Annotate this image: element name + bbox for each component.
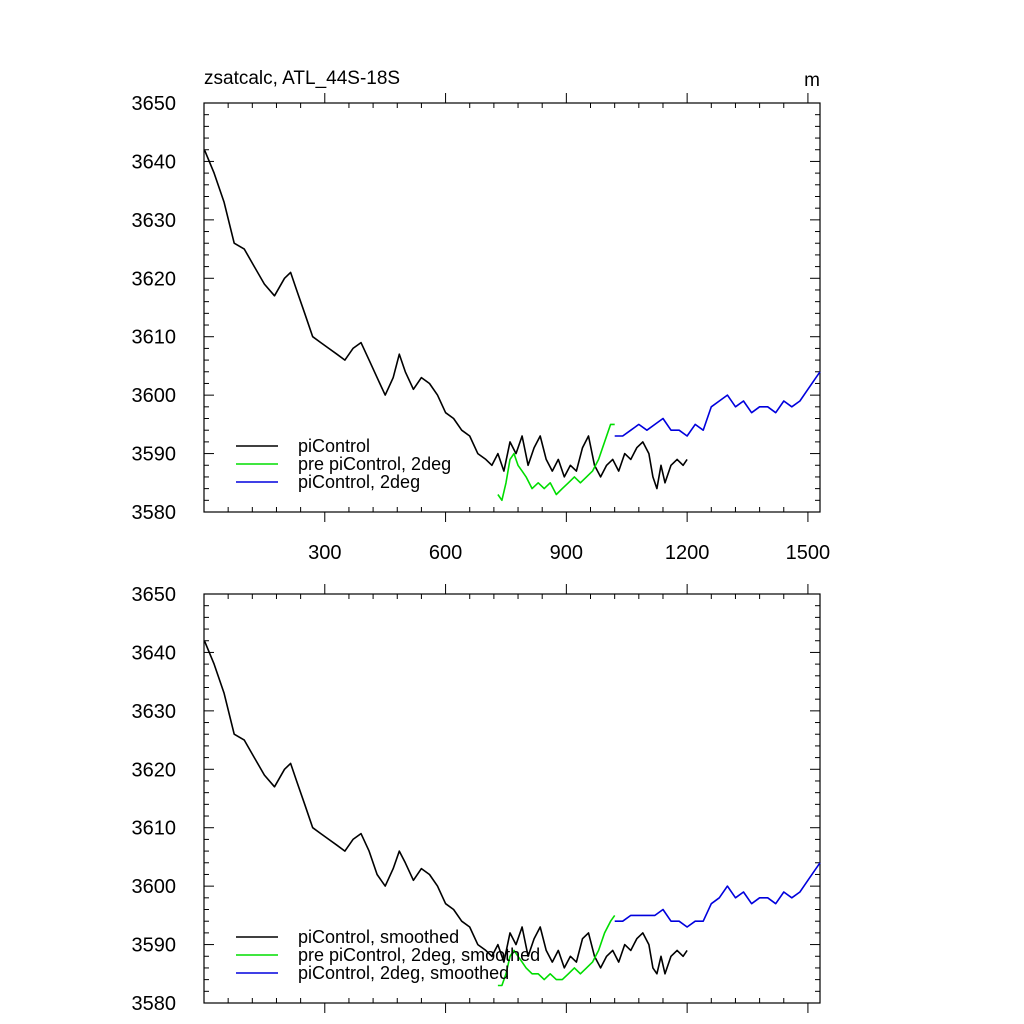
x-tick-label: 1200 [665, 542, 710, 564]
y-tick-label: 3640 [132, 151, 177, 173]
units-label: m [804, 70, 820, 91]
x-tick-label: 1500 [786, 542, 831, 564]
y-axis-labels: 3580 3590 3600 3610 3620 3630 3640 3650 [132, 584, 177, 1015]
y-tick-label: 3590 [132, 444, 177, 466]
axis-ticks [204, 584, 820, 1013]
y-tick-label: 3600 [132, 876, 177, 898]
legend-label-1: pre piControl, 2deg [298, 454, 451, 474]
x-tick-label: 900 [550, 542, 583, 564]
y-tick-label: 3610 [132, 327, 177, 349]
series-line-0 [203, 149, 688, 490]
series-line-2 [614, 862, 821, 928]
plot-frame [203, 593, 821, 1004]
legend-label-1: pre piControl, 2deg, smoothed [298, 945, 540, 965]
x-tick-label: 300 [308, 542, 341, 564]
y-axis-labels: 3580 3590 3600 3610 3620 3630 3640 3650 [132, 93, 177, 524]
y-tick-label: 3600 [132, 385, 177, 407]
series-line-1 [497, 423, 615, 502]
chart-title: zsatcalc, ATL_44S-18S [204, 68, 400, 89]
y-tick-label: 3610 [132, 818, 177, 840]
series-line-2 [614, 371, 821, 437]
y-tick-label: 3580 [132, 502, 177, 524]
series-line-1 [497, 914, 616, 987]
y-tick-label: 3650 [132, 93, 177, 115]
y-tick-label: 3640 [132, 642, 177, 664]
y-tick-label: 3630 [132, 701, 177, 723]
x-axis-labels: 300 600 900 1200 1500 [308, 542, 830, 564]
y-tick-label: 3650 [132, 584, 177, 606]
legend-label-2: piControl, 2deg [298, 472, 420, 492]
legend-label-0: piControl [298, 436, 370, 456]
y-tick-label: 3590 [132, 935, 177, 957]
y-tick-label: 3620 [132, 268, 177, 290]
y-tick-label: 3630 [132, 210, 177, 232]
bottom-panel: 3580 3590 3600 3610 3620 3630 3640 3650 piContr… [132, 584, 821, 1015]
series-line-0 [203, 640, 688, 975]
x-tick-label: 600 [429, 542, 462, 564]
axis-ticks [204, 93, 820, 522]
plot-frame [203, 102, 821, 513]
top-panel: zsatcalc, ATL_44S-18S m 3580 3590 3600 3610… [132, 68, 831, 564]
series-lines [203, 640, 821, 987]
series-lines [203, 149, 821, 502]
legend-label-2: piControl, 2deg, smoothed [298, 963, 509, 983]
legend-label-0: piControl, smoothed [298, 927, 459, 947]
y-tick-label: 3580 [132, 993, 177, 1015]
y-tick-label: 3620 [132, 759, 177, 781]
